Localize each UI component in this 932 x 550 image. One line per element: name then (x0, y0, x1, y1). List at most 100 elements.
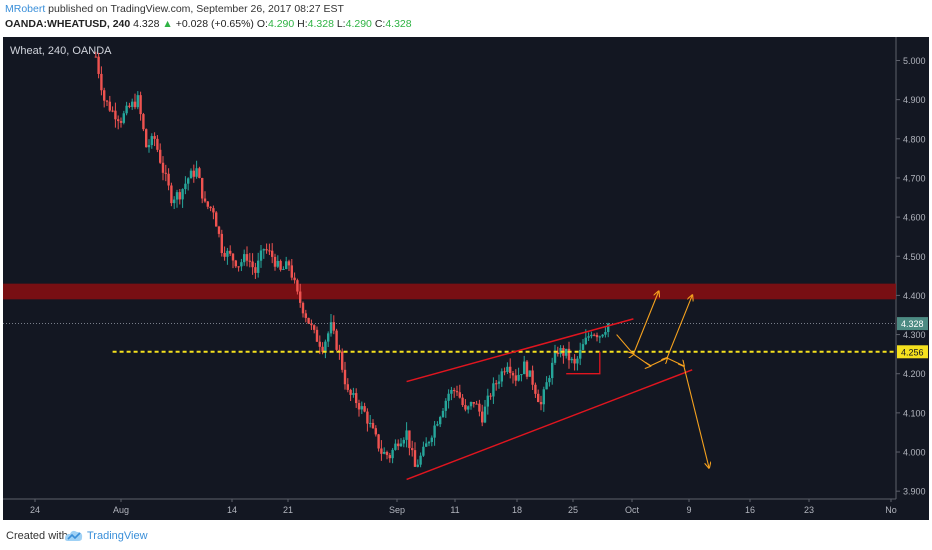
candle-body (161, 162, 165, 173)
channel-lower-line (406, 369, 693, 481)
candle-body (170, 185, 173, 204)
candle-body (181, 189, 184, 200)
candle-body (304, 313, 307, 318)
support-price-tag-bg (897, 345, 928, 359)
candle-body (523, 361, 526, 375)
candle-body (271, 250, 274, 257)
candle-body (584, 337, 587, 345)
candle-body (587, 336, 590, 338)
candle-body (108, 101, 111, 111)
candle-body (285, 261, 288, 269)
projection-arrow (666, 357, 709, 468)
x-tick-label: 11 (450, 505, 459, 515)
candle-body (402, 439, 405, 444)
x-tick-label: 24 (30, 505, 40, 515)
candle-body (245, 254, 249, 261)
candle-body (472, 402, 475, 404)
candle-body (346, 384, 349, 390)
y-tick-label: 3.900 (903, 487, 926, 497)
open-value: 4.290 (267, 18, 295, 30)
projection-arrow (633, 295, 692, 365)
candle-body (324, 341, 327, 352)
candle-body (119, 121, 123, 123)
candle-body (111, 110, 114, 112)
candle-body (240, 262, 243, 267)
candle-body (352, 393, 355, 395)
chart-panel[interactable]: Wheat, 240, OANDA 5.000 4.900 4.800 4.700 4.6… (3, 37, 929, 520)
candle-body (349, 389, 352, 395)
candle-body (234, 260, 237, 267)
close-label: C: (374, 18, 386, 30)
candle-body (341, 351, 344, 370)
candle-body (573, 358, 576, 364)
candle-body (357, 403, 361, 410)
candle-body (427, 441, 431, 444)
candle-body (327, 333, 330, 342)
last-price-value: 4.328 (133, 18, 160, 30)
candle-body (355, 393, 358, 404)
symbol-label: OANDA:WHEATUSD, 240 (5, 18, 131, 30)
candle-body (293, 277, 296, 281)
close-value: 4.328 (385, 18, 412, 30)
resistance-zone (3, 283, 896, 300)
candle-body (444, 400, 447, 411)
candle-body (441, 410, 445, 418)
tradingview-logo-icon[interactable] (64, 529, 84, 543)
candle-body (576, 358, 579, 364)
candle-body (198, 168, 201, 178)
candle-body (595, 334, 599, 338)
candle-body (125, 105, 128, 114)
candle-body (394, 443, 397, 450)
x-tick-label: 23 (804, 505, 814, 515)
candle-body (450, 389, 453, 394)
up-arrow-icon: ▲ (162, 18, 173, 30)
candle-body (332, 322, 335, 331)
publish-line: MRobert published on TradingView.com, Se… (5, 3, 344, 15)
candle-body (531, 370, 534, 385)
candle-body (363, 406, 366, 412)
x-tick-label: Oct (625, 505, 640, 515)
candle-body (237, 266, 240, 268)
quote-line: OANDA:WHEATUSD, 240 4.328 ▲ +0.028 (+0.6… (5, 18, 412, 30)
low-value: 4.290 (345, 18, 372, 30)
last-price-tag: 4.328 (901, 319, 924, 329)
candle-body (458, 392, 461, 398)
candle-body (248, 260, 251, 262)
candle-body (201, 177, 204, 199)
candle-body (329, 322, 333, 334)
candle-body (539, 401, 543, 405)
low-label: L: (336, 18, 346, 30)
candle-body (231, 253, 235, 261)
candle-body (551, 362, 554, 379)
candle-body (313, 325, 316, 330)
candle-body (542, 389, 545, 405)
candle-body (436, 424, 439, 426)
candle-body (338, 349, 341, 352)
candle-body (243, 254, 246, 263)
candle-body (598, 336, 601, 338)
candle-body (416, 464, 419, 467)
candle-body (131, 101, 134, 107)
candle-body (150, 136, 153, 146)
candle-body (226, 250, 229, 257)
candle-body (139, 95, 142, 115)
candle-body (265, 249, 268, 251)
author-link[interactable]: MRobert (5, 3, 46, 15)
candle-body (475, 403, 478, 405)
high-label: H: (297, 18, 308, 30)
candle-body (164, 172, 167, 174)
candle-body (433, 425, 436, 438)
candle-body (97, 56, 100, 74)
price-chart[interactable]: Wheat, 240, OANDA 5.000 4.900 4.800 4.700 4.6… (3, 37, 929, 520)
tradingview-link[interactable]: TradingView (87, 530, 148, 542)
candle-body (495, 383, 498, 385)
candle-body (296, 280, 299, 292)
candle-body (262, 249, 265, 251)
candle-body (122, 113, 125, 123)
y-tick-label: 4.000 (903, 448, 926, 458)
candle-body (209, 206, 212, 209)
candle-body (103, 90, 106, 101)
candle-body (315, 329, 319, 342)
publish-header: MRobert published on TradingView.com, Se… (0, 0, 932, 36)
candle-body (173, 199, 176, 204)
